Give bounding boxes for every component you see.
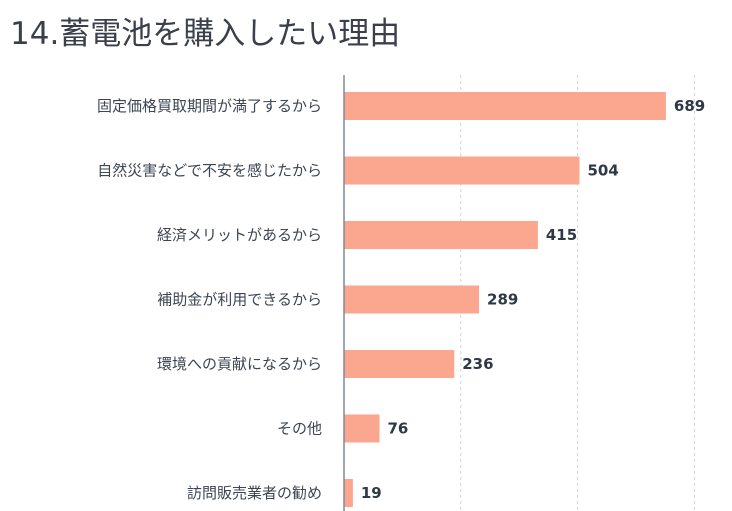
category-label: 固定価格買取期間が満了するから <box>97 97 322 115</box>
category-label: 自然災害などで不安を感じたから <box>97 162 322 180</box>
value-label: 689 <box>674 97 705 115</box>
category-label: 経済メリットがあるから <box>157 226 322 244</box>
bar <box>344 221 538 249</box>
category-label: 補助金が利用できるから <box>157 291 322 309</box>
value-label: 76 <box>388 420 409 438</box>
value-label: 504 <box>587 162 618 180</box>
bar <box>344 285 480 314</box>
category-label: 環境への貢献になるから <box>157 355 322 373</box>
bar <box>344 92 666 120</box>
value-label: 236 <box>462 355 493 373</box>
category-label: 訪問販売業者の勧め <box>187 484 322 502</box>
bar <box>344 156 580 185</box>
bar <box>344 350 455 378</box>
category-label: その他 <box>277 420 322 438</box>
bars <box>344 92 666 507</box>
chart-title: 14.蓄電池を購入したい理由 <box>10 16 401 52</box>
value-labels: 689 504 415 289 236 76 19 <box>361 97 705 502</box>
value-label: 415 <box>546 226 577 244</box>
bar <box>344 414 380 443</box>
category-labels: 固定価格買取期間が満了するから自然災害などで不安を感じたから経済メリットがあるか… <box>97 97 322 502</box>
bar <box>344 479 353 507</box>
value-label: 289 <box>487 291 518 309</box>
value-label: 19 <box>361 484 382 502</box>
